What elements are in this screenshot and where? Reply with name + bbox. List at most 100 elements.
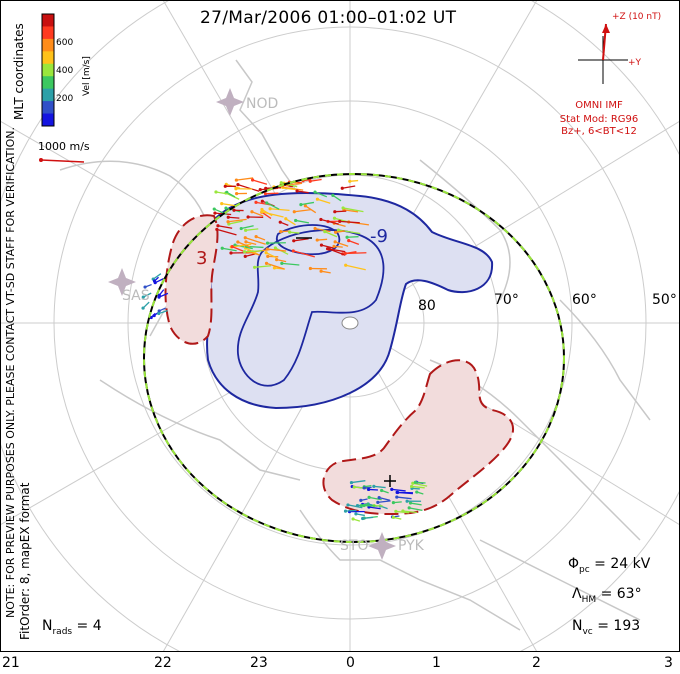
velocity-vector xyxy=(321,244,334,249)
velocity-vector-origin xyxy=(394,509,398,513)
velocity-vector-origin xyxy=(254,235,258,239)
velocity-vector-origin xyxy=(280,261,284,265)
mlt-tick-1: 1 xyxy=(432,655,441,671)
velocity-vector-origin xyxy=(239,226,243,231)
colorbar-swatch xyxy=(42,38,54,52)
velocity-vector-origin xyxy=(157,295,161,299)
velocity-vector xyxy=(215,191,229,195)
velocity-vector xyxy=(158,292,169,298)
velocity-vector xyxy=(334,241,349,247)
velocity-vector-origin xyxy=(361,516,365,521)
velocity-vector-origin xyxy=(344,263,348,267)
lambda-hm-value: 63° xyxy=(616,586,642,602)
velocity-vector xyxy=(402,510,417,514)
lat-label-50: 50° xyxy=(652,292,677,308)
velocity-vector xyxy=(293,238,309,242)
mlt-tick-23: 23 xyxy=(250,655,268,671)
velocity-vector-origin xyxy=(141,295,145,299)
hm-boundary-dash xyxy=(143,173,565,543)
potential-max-marker xyxy=(384,475,396,487)
velocity-vector xyxy=(227,218,247,223)
negative-contour-inner xyxy=(237,229,385,387)
positive-cell-dawn xyxy=(322,359,514,516)
velocity-vector-origin xyxy=(244,240,248,244)
velocity-vector-origin xyxy=(292,210,296,214)
velocity-vector-origin xyxy=(265,241,270,245)
velocity-vector xyxy=(276,259,287,263)
velocity-vector-origin xyxy=(338,219,342,223)
velocity-vector-origin xyxy=(359,503,364,508)
velocity-vector-origin xyxy=(292,239,296,243)
contour-label-negative: -9 xyxy=(370,226,388,247)
velocity-vector xyxy=(362,516,374,520)
velocity-vector-origin xyxy=(242,250,247,254)
velocity-vector xyxy=(217,225,233,229)
velocity-vector-origin xyxy=(224,206,228,210)
velocity-vector-origin xyxy=(220,246,224,250)
velocity-vector-origin xyxy=(333,240,337,244)
map-title: 27/Mar/2006 01:00–01:02 UT xyxy=(200,8,457,28)
velocity-vector xyxy=(310,178,322,182)
velocity-vector xyxy=(294,209,312,213)
velocity-vector xyxy=(415,481,426,484)
velocity-vector xyxy=(245,228,259,231)
mlt-tick-0: 0 xyxy=(346,655,355,671)
velocity-vector xyxy=(300,201,315,206)
velocity-vector-origin xyxy=(391,501,396,505)
velocity-vector xyxy=(320,270,331,274)
imf-y-label: +Y xyxy=(628,58,642,68)
velocity-vector-origin xyxy=(260,210,264,214)
velocity-vector xyxy=(345,264,366,271)
velocity-vector-origin xyxy=(362,486,366,490)
velocity-vector-origin xyxy=(236,240,240,244)
velocity-vector-origin xyxy=(315,197,320,201)
velocity-vector xyxy=(241,225,254,230)
velocity-vector-origin xyxy=(243,254,247,259)
velocity-vector-origin xyxy=(279,229,283,234)
velocity-vector xyxy=(251,211,264,217)
velocity-vector-origin xyxy=(263,192,268,196)
velocity-vector xyxy=(377,500,391,503)
velocity-vector-origin xyxy=(149,315,153,320)
velocity-vector xyxy=(395,510,410,514)
velocity-vector-origin xyxy=(220,202,224,206)
velocity-vector xyxy=(411,485,425,489)
velocity-vector xyxy=(261,211,272,220)
station-sto: STO xyxy=(340,538,369,554)
velocity-vector-origin xyxy=(279,181,283,185)
velocity-vector xyxy=(343,209,359,213)
velocity-vector xyxy=(342,185,356,189)
velocity-vector xyxy=(317,198,331,204)
velocity-vector-origin xyxy=(349,480,354,485)
colorbar-tick-600: 600 xyxy=(56,38,74,48)
velocity-vector xyxy=(228,220,243,225)
n-vc-value: 193 xyxy=(613,618,641,634)
velocity-vector-origin xyxy=(409,484,414,489)
velocity-vector-origin xyxy=(325,247,330,251)
velocity-vector xyxy=(270,208,290,211)
imf-source: OMNI IMF xyxy=(575,100,623,111)
coords-label: MLT coordinates xyxy=(12,23,26,120)
colorbar-swatch xyxy=(42,51,54,65)
colorbar-border xyxy=(41,13,55,127)
velocity-vector-origin xyxy=(141,306,145,310)
velocity-vector xyxy=(245,237,266,245)
velocity-vector xyxy=(265,252,277,259)
velocity-vector xyxy=(314,191,328,198)
station-pyk: PYK xyxy=(398,538,424,554)
colorbar-swatch xyxy=(42,76,54,90)
stat-model: Stat Mod: RG96 xyxy=(559,114,639,125)
negative-contour-core xyxy=(275,224,341,256)
lat-label-60: 60° xyxy=(572,292,597,308)
velocity-vector xyxy=(281,182,298,188)
velocity-vector xyxy=(351,480,366,484)
colorbar-tick-400: 400 xyxy=(56,66,74,76)
velocity-vector xyxy=(391,488,406,492)
velocity-vector-origin xyxy=(213,211,217,215)
colorbar-swatch xyxy=(42,63,54,77)
station-markers xyxy=(108,88,396,560)
velocity-vector-origin xyxy=(264,261,269,265)
velocity-vector xyxy=(222,247,237,252)
